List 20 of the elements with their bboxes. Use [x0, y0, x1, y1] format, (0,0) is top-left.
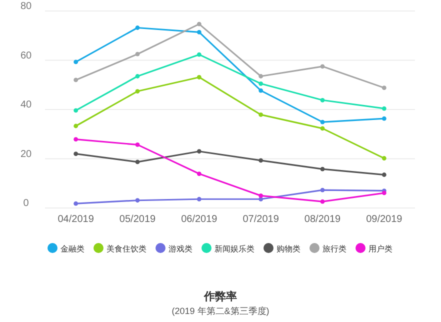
legend-label: 购物类 — [276, 244, 300, 254]
legend-label: 美食住饮类 — [106, 244, 146, 254]
x-tick-label: 05/2019 — [119, 214, 156, 225]
y-tick-label: 80 — [20, 1, 32, 12]
legend-label: 金融类 — [60, 244, 84, 254]
text: 作弊率 — [203, 290, 237, 303]
y-tick-label: 20 — [20, 148, 32, 160]
y-tick-label: 40 — [20, 100, 32, 110]
legend-label: 旅行类 — [322, 244, 346, 254]
legend-label: 用户类 — [368, 244, 392, 254]
text: (2019 年第二&第三季度) — [172, 306, 270, 316]
y-tick-label: 0 — [23, 198, 30, 209]
x-tick-label: 08/2019 — [304, 214, 342, 225]
legend-label: 新闻娱乐类 — [214, 244, 254, 254]
x-tick-label: 09/2019 — [366, 214, 403, 225]
y-tick-label: 60 — [20, 50, 32, 62]
x-tick-label: 04/2019 — [58, 214, 94, 225]
x-tick-label: 07/2019 — [242, 214, 280, 225]
legend-label: 游戏类 — [168, 244, 192, 254]
x-tick-label: 06/2019 — [181, 214, 218, 225]
